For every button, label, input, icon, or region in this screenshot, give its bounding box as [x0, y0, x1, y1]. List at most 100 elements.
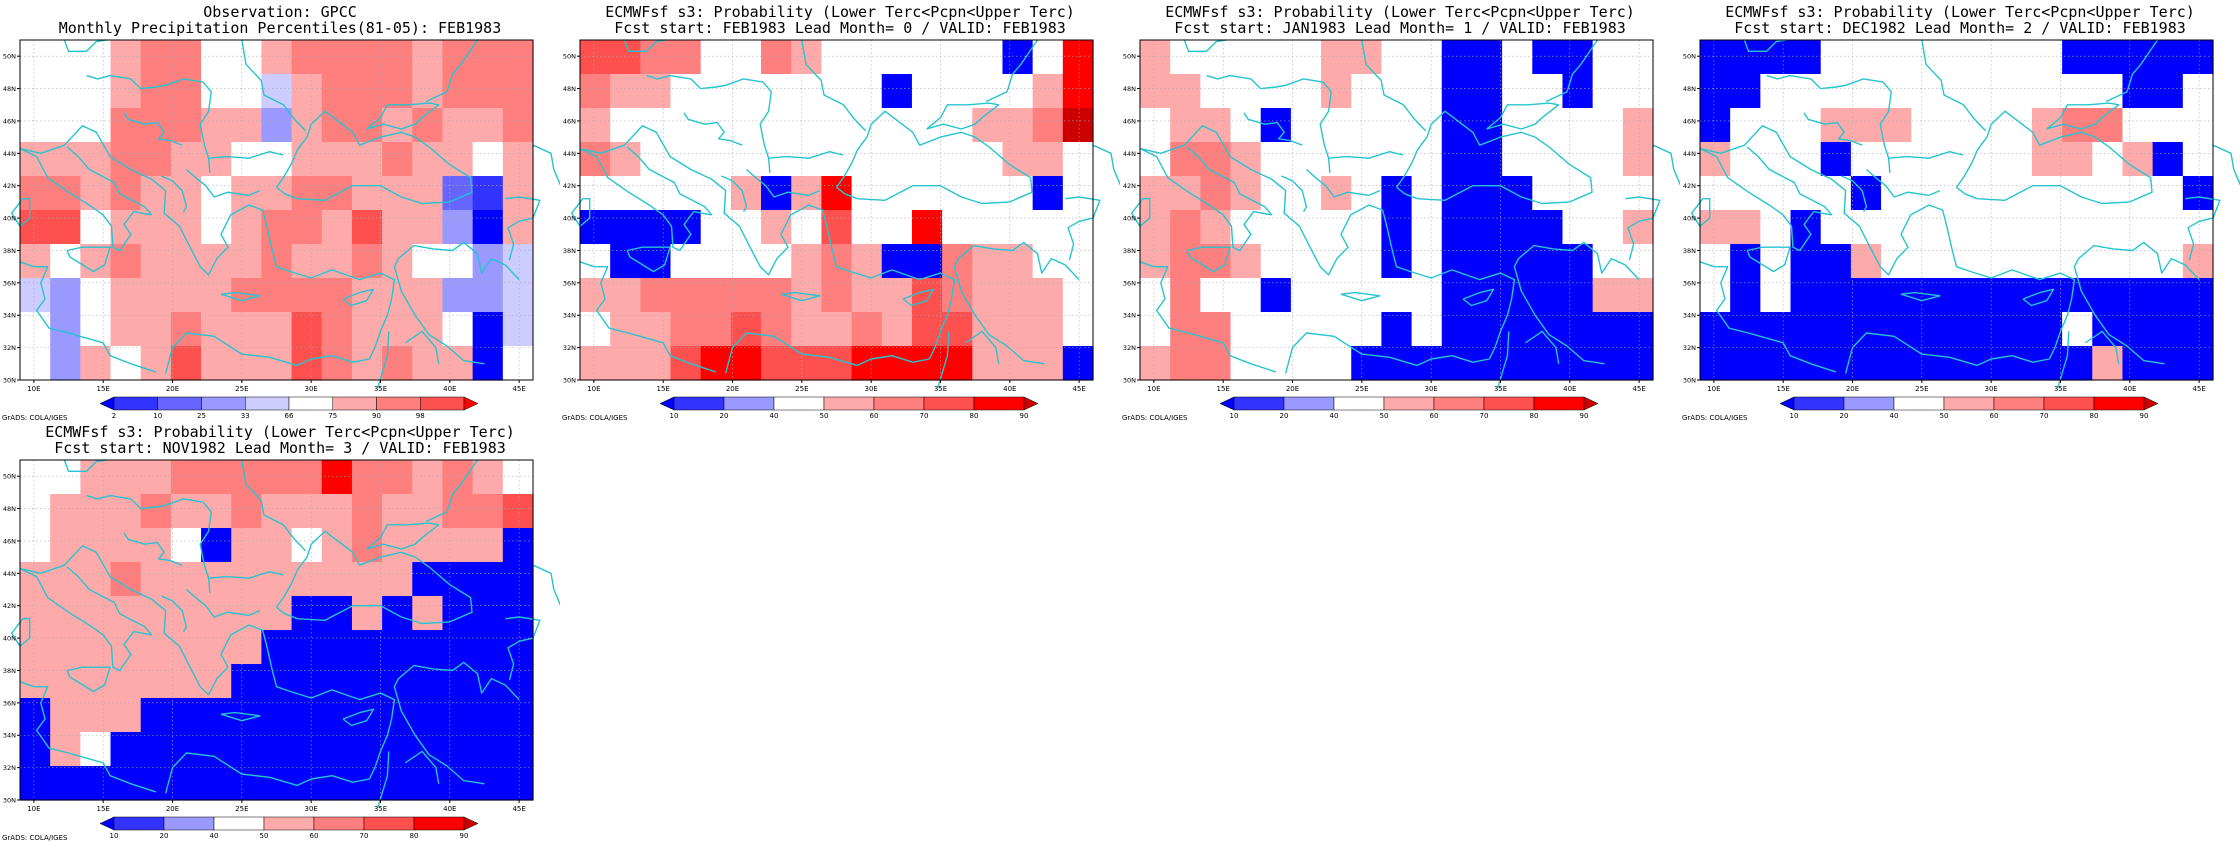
coastline — [2022, 288, 2055, 307]
heatmap-cell — [640, 108, 672, 143]
coastline — [393, 661, 520, 785]
coastline — [1206, 74, 1324, 90]
y-tick-label: 36N — [1683, 279, 1696, 287]
heatmap-cell — [761, 210, 792, 245]
heatmap-cell — [2001, 278, 2033, 313]
heatmap-cell — [2152, 278, 2184, 313]
coastline — [241, 39, 307, 132]
heatmap-cell — [201, 460, 232, 495]
heatmap-cell — [291, 74, 323, 109]
x-tick-label: 45E — [2192, 385, 2205, 393]
coastline — [63, 39, 107, 52]
heatmap-cell — [80, 528, 112, 563]
heatmap-cell — [502, 630, 534, 665]
heatmap-cell — [1622, 142, 1654, 177]
y-tick-label: 44N — [563, 150, 576, 158]
heatmap-cell — [580, 74, 611, 109]
coastline — [86, 494, 204, 510]
colorbar-label: 40 — [770, 412, 779, 420]
heatmap-cell — [140, 766, 172, 801]
heatmap-cell — [351, 494, 383, 529]
heatmap-cell — [1911, 74, 1943, 109]
heatmap-cell — [201, 528, 232, 563]
coastline — [579, 125, 956, 360]
coastline — [2185, 196, 2221, 261]
heatmap-cell — [2122, 210, 2154, 245]
heatmap-cell — [1381, 210, 1413, 245]
heatmap-cell — [1140, 108, 1171, 143]
heatmap-cell — [291, 494, 323, 529]
coastline — [1699, 147, 1832, 252]
coastline — [19, 125, 396, 360]
heatmap-cell — [1471, 142, 1503, 177]
y-tick-label: 40N — [1683, 215, 1696, 223]
heatmap-cell — [911, 346, 943, 381]
heatmap-cell — [911, 176, 943, 211]
heatmap-cell — [321, 698, 353, 733]
heatmap-cell — [321, 74, 353, 109]
coastline — [1065, 196, 1101, 261]
heatmap-cell — [50, 562, 81, 597]
heatmap-cell — [1850, 244, 1882, 279]
heatmap-cell — [201, 664, 232, 699]
heatmap-cell — [911, 74, 943, 109]
y-tick-label: 42N — [3, 182, 16, 190]
heatmap-cell — [2092, 176, 2124, 211]
heatmap-cell — [1971, 142, 2003, 177]
y-tick-label: 30N — [3, 797, 16, 805]
heatmap-cell — [2152, 176, 2184, 211]
heatmap-cell — [610, 108, 641, 143]
y-tick-label: 48N — [563, 85, 576, 93]
heatmap-cell — [1790, 312, 1822, 347]
heatmap-cell — [80, 596, 112, 631]
heatmap-cell — [351, 210, 383, 245]
coastline — [532, 144, 560, 186]
heatmap-cell — [50, 528, 81, 563]
heatmap-cell — [1850, 40, 1882, 75]
heatmap-cell — [412, 40, 444, 75]
heatmap-cell — [50, 210, 81, 245]
heatmap-cell — [1730, 74, 1761, 109]
heatmap-cell — [2062, 346, 2093, 381]
colorbar — [1219, 396, 1599, 411]
x-tick-label: 35E — [374, 805, 387, 813]
colorbar-swatch — [245, 396, 290, 411]
heatmap-cell — [700, 108, 732, 143]
heatmap-cell — [730, 346, 762, 381]
heatmap-cell — [442, 244, 474, 279]
heatmap-cell — [1850, 278, 1882, 313]
heatmap-cell — [170, 108, 202, 143]
heatmap-cell — [1381, 74, 1413, 109]
heatmap-cell — [502, 528, 534, 563]
coastline — [425, 459, 479, 523]
y-tick-label: 34N — [3, 312, 16, 320]
heatmap-cell — [1562, 312, 1594, 347]
heatmap-cell — [1850, 346, 1882, 381]
heatmap-cell — [201, 108, 232, 143]
colorbar-label: 10 — [670, 412, 679, 420]
heatmap-cell — [231, 40, 263, 75]
heatmap-cell — [1532, 40, 1564, 75]
heatmap-cell — [261, 766, 293, 801]
heatmap-cell — [1700, 210, 1731, 245]
heatmap-cell — [201, 142, 232, 177]
heatmap-cell — [50, 142, 81, 177]
heatmap-cell — [1941, 108, 1973, 143]
heatmap-cell — [2182, 176, 2214, 211]
heatmap-cell — [1471, 176, 1503, 211]
coastline — [342, 708, 375, 727]
heatmap-cell — [1170, 210, 1201, 245]
heatmap-cell — [1260, 278, 1292, 313]
panel-title: ECMWFsf s3: Probability (Lower Terc<Pcpn… — [45, 423, 515, 441]
coastline — [721, 175, 748, 212]
heatmap-cell — [1760, 244, 1792, 279]
heatmap-cell — [201, 74, 232, 109]
heatmap-cell — [231, 108, 263, 143]
colorbar — [1779, 396, 2159, 411]
coastline — [902, 288, 935, 307]
heatmap-cell — [1622, 74, 1654, 109]
heatmap-cell — [201, 40, 232, 75]
heatmap-cell — [1260, 40, 1292, 75]
heatmap-cell — [110, 732, 142, 767]
coastline — [1183, 39, 1227, 52]
